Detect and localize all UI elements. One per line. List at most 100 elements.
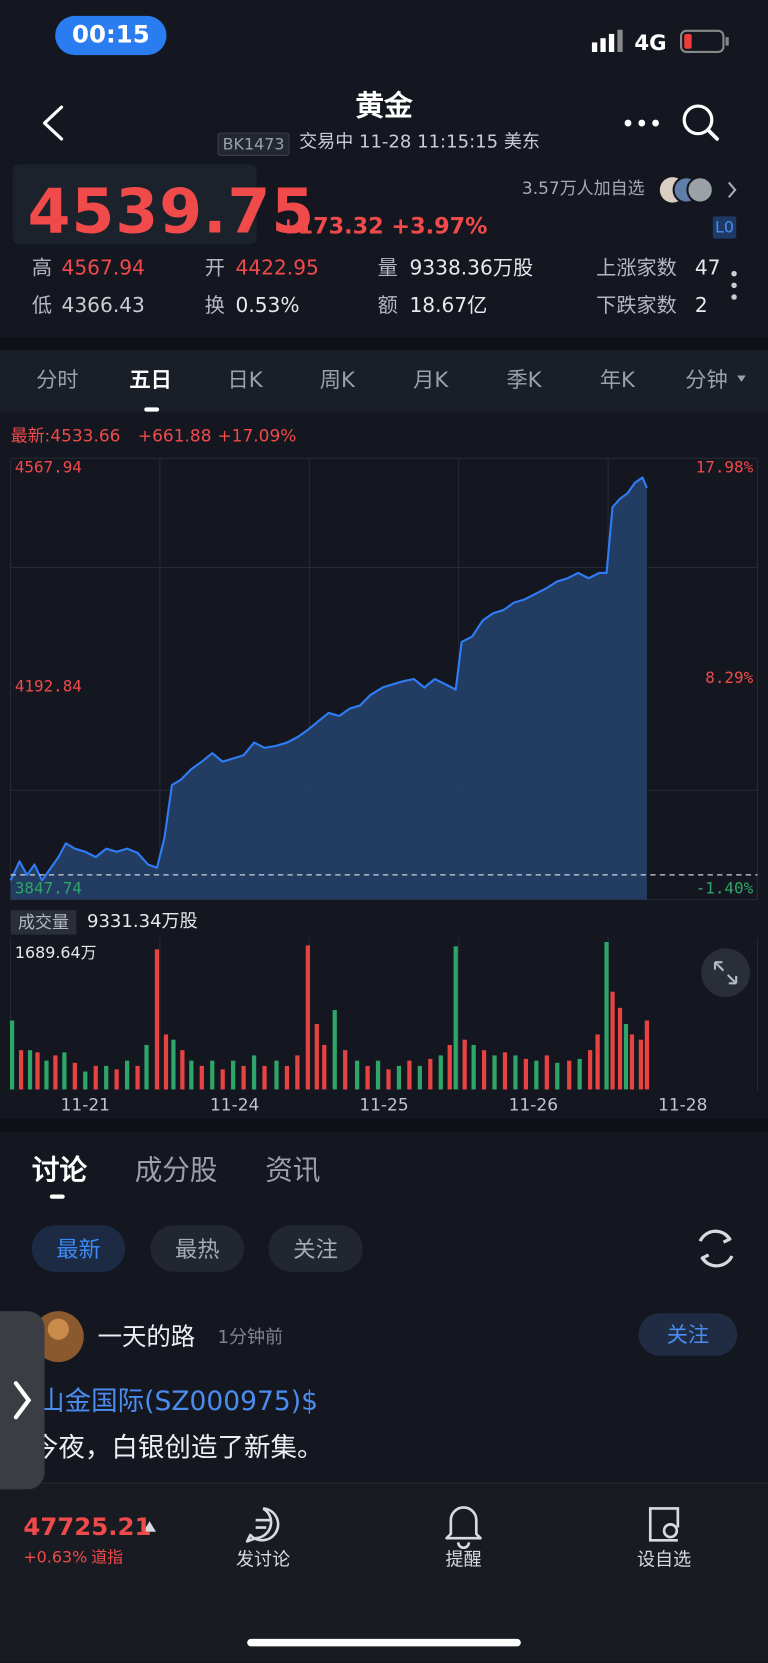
follow-button[interactable]: 关注 xyxy=(666,1321,710,1348)
divider xyxy=(0,337,768,351)
price-highlight xyxy=(12,164,257,244)
search-handle xyxy=(706,128,719,141)
change-pct: +3.97% xyxy=(391,213,488,239)
discussion-tab[interactable]: 讨论 xyxy=(31,1155,88,1188)
side-chevron xyxy=(13,1381,32,1420)
battery xyxy=(679,29,725,54)
volume-bar xyxy=(314,1023,319,1090)
period-tab[interactable]: 分钟 xyxy=(685,367,728,393)
volume-bar xyxy=(210,1060,215,1090)
volume-bar xyxy=(104,1065,109,1090)
volume-bar xyxy=(231,1060,236,1090)
volume-bar xyxy=(375,1060,381,1090)
volume-bar xyxy=(171,1039,176,1090)
follow-button-bg[interactable] xyxy=(638,1313,738,1356)
index-value[interactable]: 47725.21 xyxy=(23,1513,152,1542)
filter-pill[interactable]: 最热 xyxy=(150,1225,244,1272)
volume-bar xyxy=(53,1055,58,1090)
volume-bar xyxy=(343,1050,348,1090)
stat-label: 高 xyxy=(31,256,52,281)
volume-bar xyxy=(534,1060,539,1090)
title: 黄金 xyxy=(355,90,413,124)
period-tab[interactable]: 周K xyxy=(319,367,355,393)
volume-bar xyxy=(44,1060,49,1090)
volume-bar xyxy=(447,1044,452,1090)
filter-pill[interactable]: 最新 xyxy=(31,1225,126,1272)
action-label[interactable]: 设自选 xyxy=(637,1549,692,1572)
battery-tip xyxy=(725,37,729,46)
volume-bar xyxy=(322,1044,327,1090)
volume-bar xyxy=(355,1060,360,1090)
period-tab[interactable]: 五日 xyxy=(129,367,172,393)
back-button[interactable] xyxy=(42,105,64,141)
volume-bar xyxy=(27,1050,33,1090)
post-time: 1分钟前 xyxy=(217,1327,284,1349)
stat-value: 2 xyxy=(694,293,708,318)
filter-pill[interactable]: 关注 xyxy=(268,1225,363,1272)
y2-tick-label: -1.40% xyxy=(696,878,754,897)
volume-bar xyxy=(438,1055,443,1090)
action-label[interactable]: 提醒 xyxy=(445,1549,482,1572)
post-link[interactable]: $山金国际(SZ000975)$ xyxy=(21,1385,318,1417)
period-tab[interactable]: 季K xyxy=(506,367,542,393)
search-button[interactable] xyxy=(682,104,714,136)
volume-bar xyxy=(262,1065,267,1090)
index-name: 道指 xyxy=(91,1547,124,1567)
stat-label: 开 xyxy=(204,256,225,281)
latest-pct: +17.09% xyxy=(217,425,297,446)
volume-bar xyxy=(453,946,458,1090)
status-time: 00:15 xyxy=(72,21,150,49)
discussion-tab[interactable]: 资讯 xyxy=(265,1155,321,1188)
followers[interactable]: 3.57万人加自选 xyxy=(521,178,645,199)
code-badge: BK1473 xyxy=(217,132,290,156)
divider xyxy=(0,1119,768,1132)
y-tick-label: 4567.94 xyxy=(15,457,82,476)
home-indicator xyxy=(247,1638,521,1647)
volume-bar xyxy=(295,1055,300,1090)
x-tick-label: 11-25 xyxy=(359,1095,408,1115)
volume-bar xyxy=(9,1020,15,1090)
discussion-tab[interactable]: 成分股 xyxy=(134,1155,218,1188)
y2-tick-label: 8.29% xyxy=(705,668,753,687)
volume-bar xyxy=(305,945,310,1090)
volume-bar xyxy=(386,1069,391,1090)
action-label[interactable]: 发讨论 xyxy=(236,1549,291,1572)
more-button[interactable] xyxy=(624,119,659,127)
volume-bar xyxy=(124,1060,130,1090)
level-badge: L0 xyxy=(712,216,737,239)
x-tick-label: 11-24 xyxy=(210,1095,259,1115)
volume-bar xyxy=(407,1060,412,1090)
volume-bar xyxy=(144,1044,149,1090)
period-tab[interactable]: 月K xyxy=(413,367,449,393)
stat-label: 额 xyxy=(377,293,398,318)
expand-icon xyxy=(713,961,738,985)
signal-icon xyxy=(591,29,623,52)
avatar-detail xyxy=(47,1318,69,1340)
stat-value: 9338.36万股 xyxy=(409,256,534,281)
battery-level xyxy=(684,33,692,49)
volume-bar xyxy=(284,1065,290,1090)
stat-label: 低 xyxy=(31,293,52,318)
volume-bar xyxy=(623,1023,629,1090)
y2-tick-label: 17.98% xyxy=(696,457,754,476)
stats-more[interactable] xyxy=(731,270,737,300)
volume-bar xyxy=(513,1055,518,1090)
period-tab[interactable]: 年K xyxy=(599,367,635,393)
x-tick-label: 11-26 xyxy=(509,1095,558,1115)
period-tab[interactable]: 分时 xyxy=(36,367,79,393)
tab-indicator xyxy=(144,407,160,412)
refresh-button[interactable] xyxy=(698,1229,734,1268)
expand-button[interactable] xyxy=(701,948,750,998)
volume-bar xyxy=(471,1044,476,1090)
side-handle[interactable] xyxy=(0,1311,45,1490)
volume-bar xyxy=(502,1052,508,1090)
volume-bar xyxy=(555,1062,560,1090)
stat-value: 4366.43 xyxy=(61,293,145,318)
volume-bar xyxy=(544,1055,549,1090)
price-line xyxy=(9,476,648,882)
volume-bar xyxy=(604,941,609,1090)
post-user[interactable]: 一天的路 xyxy=(97,1323,196,1352)
volume-bar xyxy=(163,1034,169,1090)
period-tab[interactable]: 日K xyxy=(227,367,263,393)
